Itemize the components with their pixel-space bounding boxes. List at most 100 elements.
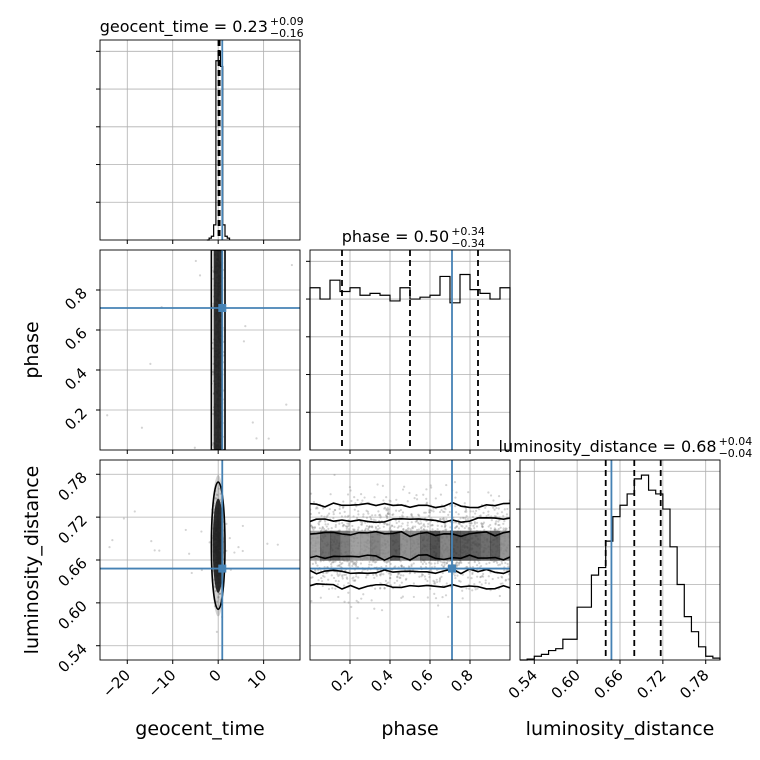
sample-point [479, 575, 482, 579]
sample-point [317, 569, 320, 572]
sample-point [313, 526, 317, 529]
contour-line [310, 517, 510, 524]
sample-point [389, 562, 392, 566]
sample-point [436, 528, 439, 531]
title-plus: +0.04 [719, 435, 753, 448]
sample-point [459, 560, 462, 564]
sample-point [318, 520, 322, 523]
sample-point [344, 573, 347, 576]
x-tick-label: 0.6 [407, 666, 437, 696]
sample-point [422, 524, 425, 527]
sample-point [453, 481, 457, 484]
sample-point [215, 600, 219, 603]
sample-point [348, 486, 352, 489]
density-cell [410, 530, 421, 561]
sample-point [371, 526, 374, 529]
sample-point [352, 515, 355, 518]
sample-point [491, 577, 494, 581]
sample-point [312, 500, 316, 504]
sample-point [503, 520, 506, 523]
sample-point [310, 512, 313, 516]
sample-point [502, 527, 505, 530]
sample-point [473, 582, 476, 586]
sample-point [370, 514, 374, 517]
sample-point [420, 575, 423, 578]
sample-point [440, 508, 443, 512]
sample-point [500, 560, 503, 563]
sample-point [198, 274, 202, 277]
sample-point [419, 527, 423, 530]
sample-point [459, 517, 462, 520]
sample-point [343, 600, 346, 603]
sample-point [429, 569, 433, 572]
sample-point [316, 507, 319, 510]
sample-point [449, 504, 452, 507]
sample-point [323, 575, 326, 578]
sample-point [326, 571, 329, 574]
sample-point [473, 527, 476, 530]
sample-point [322, 527, 326, 531]
sample-point [475, 509, 478, 513]
sample-point [362, 593, 365, 596]
sample-point [423, 560, 426, 564]
sample-point [367, 527, 370, 530]
hist-panel-luminosity_distance: luminosity_distance = 0.68 +0.04−0.04 [499, 435, 753, 661]
sample-point [380, 572, 383, 576]
sample-point [439, 493, 443, 496]
sample-point [276, 543, 279, 546]
sample-point [385, 582, 388, 585]
sample-point [420, 526, 423, 529]
sample-point [500, 562, 504, 565]
sample-point [400, 564, 403, 567]
sample-point [389, 573, 393, 576]
sample-point [463, 502, 466, 505]
sample-point [334, 587, 337, 590]
sample-point [360, 523, 363, 526]
sample-point [493, 515, 497, 518]
sample-point [369, 515, 372, 518]
sample-point [434, 582, 437, 585]
sample-point [329, 493, 332, 496]
sample-point [400, 564, 403, 567]
sample-point [488, 561, 491, 564]
sample-point [241, 549, 244, 553]
sample-point [446, 560, 449, 563]
sample-point [375, 574, 378, 577]
sample-point [386, 508, 389, 512]
sample-point [431, 523, 434, 527]
sample-point [351, 560, 354, 563]
sample-point [384, 522, 387, 525]
sample-point [445, 483, 448, 487]
sample-point [417, 521, 420, 525]
sample-point [334, 560, 337, 563]
sample-point [438, 580, 441, 583]
sample-point [468, 526, 472, 529]
sample-point [423, 525, 426, 528]
sample-point [387, 508, 391, 511]
sample-point [347, 601, 350, 604]
sample-point [397, 525, 401, 528]
2d-panel-phase-luminosity_distance [309, 459, 511, 661]
sample-point [337, 574, 340, 578]
sample-point [505, 513, 509, 516]
sample-point [336, 573, 339, 576]
truth-marker [218, 564, 227, 573]
sample-point [425, 488, 428, 491]
sample-point [454, 562, 458, 565]
sample-point [344, 525, 347, 528]
sample-point [382, 499, 385, 502]
sample-point [149, 362, 152, 365]
sample-point [341, 575, 344, 578]
sample-point [310, 492, 313, 495]
sample-point [379, 587, 382, 590]
sample-point [325, 525, 328, 528]
sample-point [317, 579, 320, 582]
sample-point [228, 537, 231, 540]
y-tick-label: 0.66 [54, 554, 90, 590]
sample-point [345, 576, 348, 579]
sample-point [374, 519, 377, 522]
sample-point [503, 508, 506, 511]
sample-point [314, 560, 317, 563]
sample-point [332, 517, 335, 520]
